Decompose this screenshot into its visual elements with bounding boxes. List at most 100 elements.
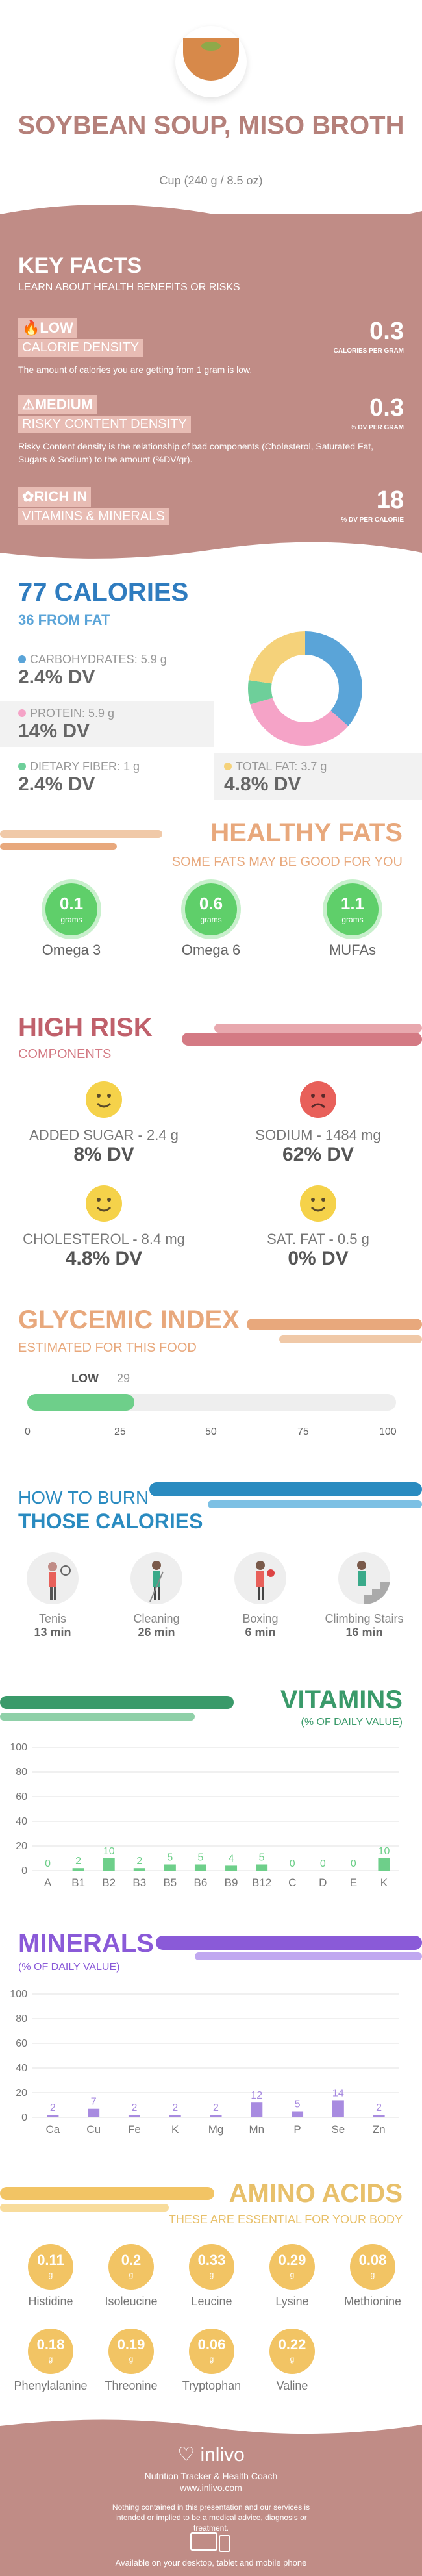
risky-density-desc: Risky Content density is the relationshi… xyxy=(18,441,374,464)
burn-title-2: THOSE CALORIES xyxy=(18,1509,203,1533)
x-tick-label: Ca xyxy=(46,2123,60,2136)
y-tick-label: 100 xyxy=(10,1742,27,1753)
bar xyxy=(332,2100,344,2117)
x-tick-label: B5 xyxy=(163,1876,177,1889)
bar-value-label: 5 xyxy=(259,1852,265,1863)
bar xyxy=(72,1868,84,1871)
cleaning-item: Cleaning 26 min xyxy=(108,1552,205,1639)
vitamins-bar-chart: 0204060801000A2B110B22B35B55B64B95B120C0… xyxy=(10,1742,399,1889)
rich-tag: RICH IN xyxy=(34,488,88,505)
low-tag: LOW xyxy=(40,320,73,336)
fiber-dot-icon xyxy=(18,763,26,770)
soup-bowl-icon xyxy=(175,26,247,97)
amino-item: 0.18 g Phenylalanine xyxy=(10,2329,91,2393)
minerals-bar-chart: 0 20 40 60 80 100 2 Ca 7 Cu 2 Fe 2 K 2 Mg 12 Mn 5 P 14 Se 2 Zn xyxy=(10,1989,399,2136)
risky-density-row: ⚠MEDIUM RISKY CONTENT DENSITY 0.3 % DV PE… xyxy=(18,395,404,466)
minerals-subtitle: (% OF DAILY VALUE) xyxy=(18,1962,120,1973)
bar-value-label: 2 xyxy=(136,1856,142,1867)
bar-value-label: 2 xyxy=(376,2102,382,2114)
rich-value: 18 xyxy=(376,486,404,514)
bar-value-label: 0 xyxy=(45,1858,51,1869)
calories-section: 77 CALORIES 36 FROM FAT CARBOHYDRATES: 5… xyxy=(0,572,422,805)
bar-value-label: 12 xyxy=(251,2090,262,2101)
amino-item: 0.08 g Methionine xyxy=(332,2244,413,2308)
bar-value-label: 10 xyxy=(379,1846,390,1857)
glycemic-level: LOW xyxy=(71,1372,99,1385)
serving-size: Cup (240 g / 8.5 oz) xyxy=(159,174,263,187)
burn-section: HOW TO BURN THOSE CALORIES Tenis 13 min C… xyxy=(0,1474,422,1669)
risky-density-value: 0.3 xyxy=(369,394,404,422)
carbs-item: CARBOHYDRATES: 5.9 g 2.4% DV xyxy=(18,653,167,688)
bar xyxy=(47,2115,59,2117)
bar-value-label: 4 xyxy=(229,1853,234,1864)
tennis-icon xyxy=(27,1552,79,1604)
bar xyxy=(133,1868,145,1871)
amino-item: 0.19 g Threonine xyxy=(91,2329,171,2393)
inlivo-logo[interactable]: ♡ inlivo xyxy=(177,2444,245,2466)
sat-fat-item: SAT. FAT - 0.5 g 0% DV xyxy=(221,1185,416,1270)
minerals-section: MINERALS (% OF DAILY VALUE) 0 20 40 60 80 100… xyxy=(0,1923,422,2163)
y-tick-label: 80 xyxy=(16,1767,27,1778)
cholesterol-item: CHOLESTEROL - 8.4 mg 4.8% DV xyxy=(6,1185,201,1270)
bar-value-label: 10 xyxy=(103,1846,115,1857)
bar-value-label: 7 xyxy=(91,2097,97,2108)
vitamins-subtitle: (% OF DAILY VALUE) xyxy=(301,1717,403,1728)
bar-value-label: 0 xyxy=(351,1858,356,1869)
bar xyxy=(128,2115,140,2117)
leaf-icon: ✿RICH IN xyxy=(18,487,92,507)
footer-url[interactable]: www.inlivo.com xyxy=(180,2482,242,2493)
amino-item: 0.22 g Valine xyxy=(252,2329,332,2393)
omega6-item: 0.6 grams Omega 6 xyxy=(169,883,253,959)
climbing-stairs-item: Climbing Stairs 16 min xyxy=(316,1552,413,1639)
flame-icon: 🔥LOW xyxy=(18,318,77,338)
key-facts-section: KEY FACTS LEARN ABOUT HEALTH BENEFITS OR… xyxy=(0,205,422,566)
bar xyxy=(378,1858,390,1871)
vitamins-title: VITAMINS xyxy=(280,1686,403,1714)
boxing-icon xyxy=(234,1552,286,1604)
bar-value-label: 5 xyxy=(198,1852,204,1863)
healthy-fats-title: HEALTHY FATS xyxy=(210,818,403,847)
bar xyxy=(210,2115,222,2117)
glycemic-fill xyxy=(27,1394,134,1411)
y-tick-label: 60 xyxy=(16,1791,27,1802)
protein-dot-icon xyxy=(18,709,26,717)
food-title: SOYBEAN SOUP, MISO BROTH xyxy=(18,111,404,140)
glycemic-tick: 25 xyxy=(114,1426,126,1437)
heart-icon: ♡ xyxy=(177,2444,195,2466)
vitamins-section: VITAMINS (% OF DAILY VALUE) 0 20 40 60 80 100… xyxy=(0,1679,422,1913)
bar xyxy=(103,1858,115,1871)
amino-acids-section: AMINO ACIDS THESE ARE ESSENTIAL FOR YOUR… xyxy=(0,2173,422,2419)
fat-item: TOTAL FAT: 3.7 g 4.8% DV xyxy=(224,760,327,795)
glycemic-title: GLYCEMIC INDEX xyxy=(18,1306,240,1334)
carbs-dot-icon xyxy=(18,655,26,663)
x-tick-label: Mn xyxy=(249,2123,264,2136)
y-tick-label: 0 xyxy=(21,2112,27,2123)
y-tick-label: 20 xyxy=(16,2088,27,2099)
x-tick-label: Fe xyxy=(128,2123,141,2136)
minerals-title: MINERALS xyxy=(18,1929,154,1958)
x-tick-label: Se xyxy=(331,2123,345,2136)
amino-item: 0.06 g Tryptophan xyxy=(171,2329,252,2393)
bar xyxy=(251,2102,263,2117)
bar-value-label: 14 xyxy=(332,2088,344,2099)
high-risk-title: HIGH RISK xyxy=(18,1013,153,1042)
calorie-density-desc: The amount of calories you are getting f… xyxy=(18,364,253,375)
calorie-density-row: 🔥LOW CALORIE DENSITY 0.3 CALORIES PER GRA… xyxy=(18,318,404,376)
cleaning-icon xyxy=(130,1552,182,1604)
calories-title: 77 CALORIES xyxy=(18,578,189,607)
amino-title: AMINO ACIDS xyxy=(229,2179,403,2208)
y-tick-label: 20 xyxy=(16,1841,27,1852)
rich-label: VITAMINS & MINERALS xyxy=(18,508,169,525)
footer: ♡ inlivo Nutrition Tracker & Health Coac… xyxy=(0,2416,422,2576)
burn-title-1: HOW TO BURN xyxy=(18,1487,149,1508)
rich-row: ✿RICH IN VITAMINS & MINERALS 18 % DV PER … xyxy=(18,487,404,525)
header: SOYBEAN SOUP, MISO BROTH Cup (240 g / 8.… xyxy=(0,0,422,195)
amino-item: 0.2 g Isoleucine xyxy=(91,2244,171,2308)
fat-dot-icon xyxy=(224,763,232,770)
amino-item: 0.11 g Histidine xyxy=(10,2244,91,2308)
amino-item: 0.29 g Lysine xyxy=(252,2244,332,2308)
footer-tagline: Nutrition Tracker & Health Coach xyxy=(144,2471,278,2481)
bar-value-label: 2 xyxy=(213,2102,219,2114)
bar-value-label: 2 xyxy=(131,2102,137,2114)
bar-value-label: 2 xyxy=(75,1856,81,1867)
